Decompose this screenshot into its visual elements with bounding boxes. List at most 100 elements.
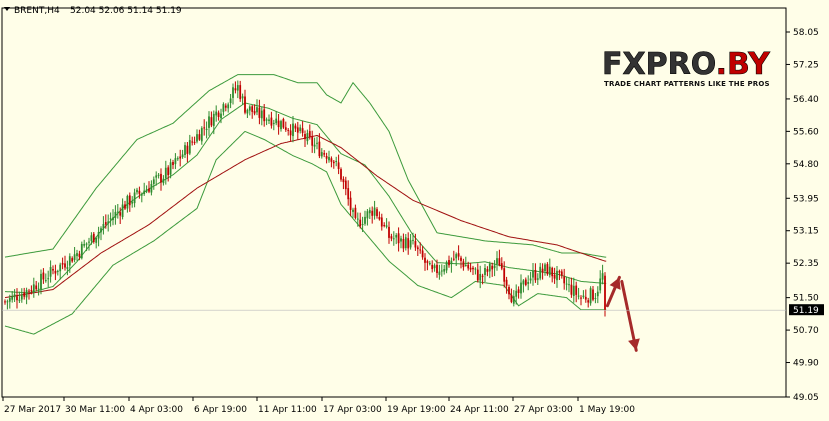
candle-body [61, 263, 64, 265]
y-tick-label: 56.40 [793, 95, 819, 105]
candle-body [133, 192, 136, 204]
candle-body [505, 279, 508, 286]
candle-body [584, 296, 587, 300]
candle-body [476, 269, 479, 281]
candle-body [536, 278, 539, 280]
candle-body [4, 301, 6, 303]
candle-body [184, 145, 186, 155]
candle-body [385, 225, 388, 227]
candle-body [388, 226, 390, 238]
candle-body [289, 130, 292, 136]
axes: 58.05 57.25 56.40 55.60 54.80 53.95 53.15 52.35… [1, 7, 819, 415]
candle-body [551, 267, 554, 277]
candle-body [332, 161, 335, 164]
candle-body [383, 225, 386, 226]
candle-body [524, 279, 527, 285]
y-tick-label: 58.05 [793, 28, 819, 38]
candle-body [510, 294, 513, 302]
candle-body [277, 120, 280, 128]
candle-body [361, 224, 364, 225]
candle-body [450, 260, 453, 265]
candle-body [311, 136, 314, 146]
candle-body [325, 156, 328, 159]
candle-body [448, 260, 450, 266]
candle-body [73, 254, 76, 260]
candle-body [292, 123, 294, 137]
candle-body [512, 296, 515, 304]
candle-body [172, 162, 174, 165]
y-tick-label: 54.80 [793, 160, 819, 170]
candle-body [412, 239, 414, 241]
candle-body [529, 278, 532, 281]
dropdown-triangle-icon[interactable] [4, 7, 10, 11]
candle-body [378, 217, 381, 220]
candle-body [582, 295, 585, 297]
candle-body [263, 109, 266, 122]
candle-body [498, 258, 501, 265]
y-tick-label: 51.50 [793, 294, 819, 304]
x-tick-label: 6 Apr 19:00 [194, 405, 247, 415]
candle-body [424, 257, 426, 263]
candle-body [90, 235, 93, 241]
candle-body [272, 122, 275, 124]
candle-body [239, 85, 242, 100]
candle-body [484, 268, 486, 275]
candle-body [40, 273, 42, 290]
candle-body [323, 153, 326, 155]
bollinger-bands [4, 74, 607, 335]
candle-body [217, 112, 220, 117]
candle-body [126, 196, 129, 209]
candle-body [157, 174, 160, 176]
candle-body [409, 240, 412, 248]
candle-body [467, 264, 470, 269]
candle-body [496, 258, 498, 264]
candle-body [356, 218, 359, 220]
candle-body [100, 228, 102, 233]
candle-body [208, 116, 210, 128]
candle-body [553, 275, 556, 279]
candle-body [244, 96, 246, 113]
candle-body [246, 109, 249, 114]
candle-body [248, 106, 251, 111]
candle-body [460, 257, 462, 261]
candle-body [479, 274, 482, 281]
bollinger-lower-line [4, 130, 607, 335]
bollinger-upper-line [4, 74, 607, 258]
candle-body [313, 144, 316, 147]
candle-body [419, 249, 422, 251]
candle-body [575, 285, 578, 295]
candle-body [35, 285, 38, 290]
candle-body [232, 87, 234, 98]
candle-body [241, 96, 244, 99]
candle-body [176, 158, 179, 160]
candle-body [124, 204, 126, 209]
arrow-down-shaft [620, 279, 638, 352]
candle-body [107, 221, 110, 224]
candle-body [366, 211, 369, 219]
candle-body [548, 266, 551, 276]
candle-body [544, 264, 546, 272]
candle-body [200, 128, 203, 142]
candle-body [268, 119, 270, 121]
candle-body [260, 110, 263, 119]
candle-body [565, 283, 568, 285]
candle-body [8, 298, 11, 302]
candle-body [452, 258, 455, 260]
candle-body [527, 282, 530, 284]
candle-body [20, 294, 23, 300]
candle-body [577, 295, 580, 297]
candle-body [150, 184, 153, 193]
candle-body [455, 254, 458, 259]
x-tick-label: 27 Mar 2017 [4, 405, 61, 415]
candle-body [594, 298, 597, 299]
candle-body [256, 107, 258, 113]
candle-body [220, 113, 222, 118]
candle-body [138, 190, 141, 194]
candle-body [589, 288, 592, 304]
candle-body [320, 152, 323, 157]
candle-body [354, 207, 357, 218]
x-tick-label: 4 Apr 03:00 [130, 405, 183, 415]
candle-body [13, 294, 16, 298]
